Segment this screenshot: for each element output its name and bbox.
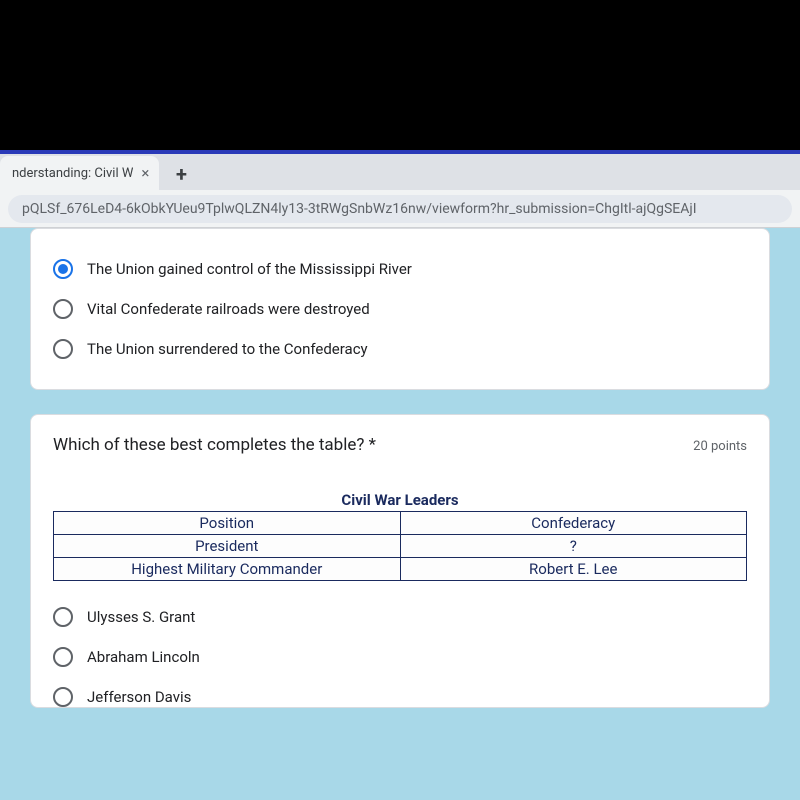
radio-icon[interactable] <box>53 339 73 359</box>
address-bar: pQLSf_676LeD4-6kObkYUeu9TplwQLZN4ly13-3t… <box>0 190 800 228</box>
table-cell: Robert E. Lee <box>400 558 747 581</box>
radio-label: Ulysses S. Grant <box>87 608 195 626</box>
radio-label: Abraham Lincoln <box>87 648 200 666</box>
table-row: President ? <box>54 535 747 558</box>
url-text: pQLSf_676LeD4-6kObkYUeu9TplwQLZN4ly13-3t… <box>22 201 697 217</box>
radio-label: The Union surrendered to the Confederacy <box>87 340 368 358</box>
browser-chrome: nderstanding: Civil W × + pQLSf_676LeD4-… <box>0 150 800 228</box>
close-icon[interactable]: × <box>141 166 149 181</box>
question-card-1: The Union gained control of the Mississi… <box>30 228 770 390</box>
table-cell: Highest Military Commander <box>54 558 401 581</box>
civil-war-table: Position Confederacy President ? Highest… <box>53 511 747 581</box>
browser-tab[interactable]: nderstanding: Civil W × <box>0 156 159 190</box>
radio-label: Vital Confederate railroads were destroy… <box>87 300 370 318</box>
page-viewport: The Union gained control of the Mississi… <box>0 228 800 800</box>
radio-icon[interactable] <box>53 259 73 279</box>
radio-icon[interactable] <box>53 299 73 319</box>
table-cell: Confederacy <box>400 512 747 535</box>
new-tab-button[interactable]: + <box>167 160 195 188</box>
radio-option[interactable]: Ulysses S. Grant <box>53 597 747 637</box>
radio-label: Jefferson Davis <box>87 688 191 706</box>
question-card-2: Which of these best completes the table?… <box>30 414 770 708</box>
table-row: Position Confederacy <box>54 512 747 535</box>
laptop-bezel <box>0 0 800 150</box>
table-row: Highest Military Commander Robert E. Lee <box>54 558 747 581</box>
question-prompt: Which of these best completes the table?… <box>53 435 376 455</box>
table-cell: Position <box>54 512 401 535</box>
tab-bar: nderstanding: Civil W × + <box>0 154 800 190</box>
radio-option[interactable]: Vital Confederate railroads were destroy… <box>53 289 747 329</box>
radio-label: The Union gained control of the Mississi… <box>87 260 412 278</box>
url-field[interactable]: pQLSf_676LeD4-6kObkYUeu9TplwQLZN4ly13-3t… <box>8 195 792 223</box>
radio-icon[interactable] <box>53 607 73 627</box>
radio-option[interactable]: The Union surrendered to the Confederacy <box>53 329 747 369</box>
radio-icon[interactable] <box>53 687 73 707</box>
radio-icon[interactable] <box>53 647 73 667</box>
tab-title: nderstanding: Civil W <box>12 166 133 181</box>
table-cell: ? <box>400 535 747 558</box>
table-cell: President <box>54 535 401 558</box>
radio-option[interactable]: The Union gained control of the Mississi… <box>53 249 747 289</box>
question-points: 20 points <box>693 439 747 454</box>
radio-option[interactable]: Abraham Lincoln <box>53 637 747 677</box>
table-title: Civil War Leaders <box>53 491 747 509</box>
radio-option[interactable]: Jefferson Davis <box>53 677 747 707</box>
